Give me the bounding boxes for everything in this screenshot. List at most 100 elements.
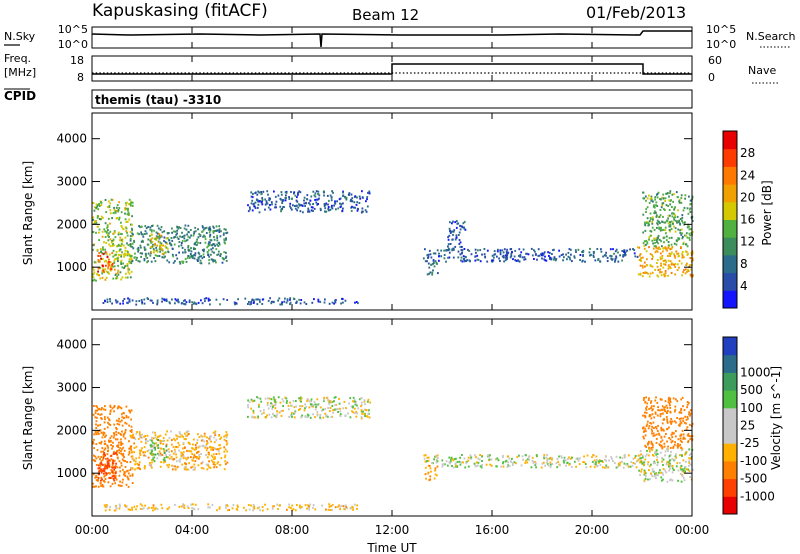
power-cell bbox=[97, 260, 100, 263]
velocity-cell bbox=[664, 450, 667, 453]
power-cell bbox=[669, 225, 672, 228]
power-cell bbox=[428, 266, 431, 269]
power-cell bbox=[150, 246, 152, 248]
power-cell bbox=[453, 229, 456, 232]
velocity-cell bbox=[194, 466, 196, 469]
power-cell bbox=[339, 202, 341, 205]
power-cell bbox=[172, 255, 175, 258]
velocity-cell bbox=[475, 456, 477, 459]
velocity-cell bbox=[294, 410, 297, 413]
power-cell bbox=[675, 250, 678, 253]
velocity-cell bbox=[113, 479, 116, 482]
power-cell bbox=[296, 209, 298, 212]
velocity-cell bbox=[138, 466, 140, 469]
power-cell bbox=[602, 255, 604, 258]
power-cell bbox=[94, 220, 96, 223]
velocity-colorbar-tick: 100 bbox=[740, 401, 763, 415]
velocity-cell bbox=[605, 459, 607, 462]
power-cell bbox=[121, 240, 124, 243]
velocity-cell bbox=[150, 466, 153, 469]
power-cell bbox=[677, 221, 680, 224]
velocity-cell bbox=[160, 503, 163, 506]
power-cell bbox=[184, 251, 186, 254]
power-cell bbox=[307, 210, 309, 213]
power-cell bbox=[179, 227, 182, 229]
velocity-cell bbox=[686, 401, 689, 403]
power-cell bbox=[122, 228, 125, 230]
velocity-cell bbox=[99, 462, 101, 465]
velocity-cell bbox=[94, 409, 97, 412]
power-cell bbox=[579, 254, 582, 256]
power-cell bbox=[543, 251, 546, 254]
velocity-cell bbox=[669, 479, 671, 482]
velocity-cell bbox=[436, 454, 439, 457]
velocity-cell bbox=[670, 422, 673, 424]
power-cell bbox=[366, 198, 368, 201]
power-cell bbox=[98, 239, 100, 242]
velocity-cell bbox=[115, 419, 118, 422]
power-cell bbox=[267, 193, 269, 196]
power-cell bbox=[283, 300, 286, 303]
power-cell bbox=[305, 202, 308, 205]
velocity-cell bbox=[360, 405, 362, 408]
power-cell bbox=[225, 228, 227, 231]
power-cell bbox=[448, 248, 451, 251]
velocity-cell bbox=[128, 409, 130, 412]
velocity-cell bbox=[642, 427, 644, 430]
power-cell bbox=[106, 298, 109, 301]
power-cell bbox=[492, 259, 495, 262]
power-cell bbox=[463, 220, 466, 223]
velocity-cell bbox=[145, 442, 147, 445]
power-cell bbox=[684, 272, 687, 275]
velocity-cell bbox=[162, 448, 165, 451]
velocity-cell bbox=[684, 453, 686, 456]
power-cell bbox=[108, 243, 111, 246]
velocity-cell bbox=[424, 460, 427, 463]
power-cell bbox=[454, 238, 457, 241]
power-cell bbox=[326, 194, 329, 197]
velocity-cell bbox=[101, 447, 104, 450]
velocity-cell bbox=[162, 443, 165, 445]
velocity-cell bbox=[134, 468, 136, 471]
velocity-cell bbox=[231, 507, 234, 510]
velocity-cell bbox=[156, 438, 158, 441]
velocity-cell bbox=[689, 457, 692, 460]
velocity-cell bbox=[156, 508, 159, 511]
power-cell bbox=[176, 232, 178, 235]
velocity-cell bbox=[154, 448, 157, 451]
power-cell bbox=[479, 249, 482, 252]
power-cell bbox=[432, 259, 435, 261]
power-cell bbox=[203, 256, 205, 258]
velocity-cell bbox=[670, 464, 672, 467]
velocity-cell bbox=[669, 462, 671, 465]
velocity-cell bbox=[115, 433, 118, 436]
power-cell bbox=[101, 230, 104, 233]
velocity-cell bbox=[184, 466, 187, 469]
velocity-cell bbox=[213, 458, 215, 460]
power-cell bbox=[669, 248, 672, 251]
power-cell bbox=[109, 212, 112, 215]
power-cell bbox=[432, 252, 435, 255]
power-cell bbox=[118, 218, 120, 221]
power-cell bbox=[674, 216, 676, 219]
velocity-cell bbox=[178, 436, 181, 438]
power-cell bbox=[184, 224, 187, 227]
velocity-cell bbox=[150, 436, 153, 439]
power-cell bbox=[674, 206, 676, 209]
velocity-cell bbox=[323, 398, 325, 401]
power-cell bbox=[144, 233, 146, 235]
ytick-label: 1000 bbox=[56, 466, 87, 480]
velocity-cell bbox=[257, 415, 259, 418]
velocity-cell bbox=[131, 482, 134, 484]
velocity-cell bbox=[638, 469, 641, 472]
power-cell bbox=[684, 268, 687, 271]
nave-label: Nave bbox=[748, 64, 776, 77]
velocity-cell bbox=[154, 434, 157, 437]
power-cell bbox=[224, 256, 227, 259]
power-data-layer bbox=[92, 190, 694, 306]
power-cell bbox=[181, 246, 184, 249]
power-cell bbox=[129, 230, 132, 233]
power-cell bbox=[582, 249, 585, 252]
velocity-cell bbox=[113, 405, 116, 407]
velocity-cell bbox=[688, 464, 690, 467]
